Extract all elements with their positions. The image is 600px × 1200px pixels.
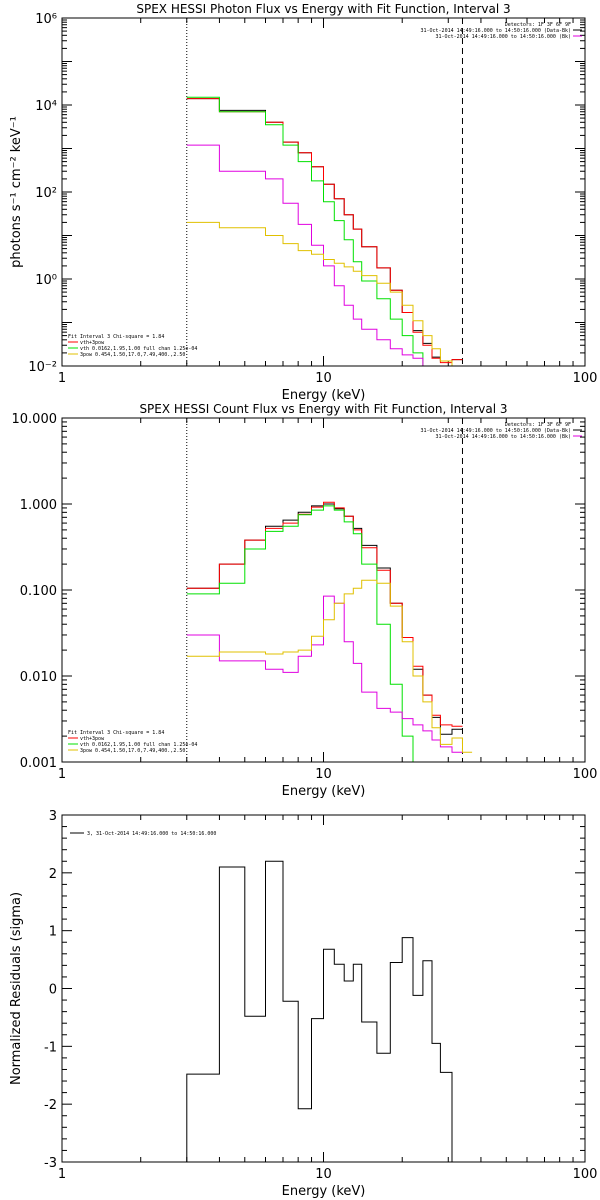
legend-top-entry: 31-Oct-2014 14:49:16.000 to 14:50:16.000… (420, 428, 571, 434)
series-line-yellow (186, 579, 473, 753)
chart-title: SPEX HESSI Photon Flux vs Energy with Fi… (136, 2, 510, 16)
series-line-red (186, 501, 463, 727)
x-tick-label: 1 (58, 1167, 66, 1182)
legend-residual-entry: 3, 31-Oct-2014 14:49:16.000 to 14:50:16.… (87, 831, 216, 837)
legend-fit-entry: vth 0.0162,1.95,1.00 full chan 1.25e-04 (80, 346, 197, 352)
x-tick-label: 10 (315, 371, 332, 386)
series-line-black (186, 503, 463, 735)
x-tick-label: 100 (573, 1167, 598, 1182)
y-tick-label: 10² (35, 186, 57, 201)
y-tick-label: 3 (49, 809, 57, 824)
x-axis-label: Energy (keV) (282, 1184, 366, 1199)
legend-fit-entry: vth+3pow (80, 736, 105, 742)
y-tick-label: 10⁻² (28, 360, 57, 375)
legend-top-entry: 31-Oct-2014 14:49:16.000 to 14:50:16.000… (436, 434, 571, 440)
y-tick-label: 10⁶ (35, 12, 57, 27)
y-axis-label: photons s⁻¹ cm⁻² keV⁻¹ (9, 116, 24, 268)
legend-top-entry: 31-Oct-2014 14:49:16.000 to 14:50:16.000… (420, 28, 571, 34)
y-tick-label: 1.000 (20, 498, 57, 513)
x-tick-label: 1 (58, 767, 66, 782)
y-tick-label: 0.010 (20, 670, 57, 685)
y-tick-label: -2 (44, 1098, 57, 1113)
legend-fit-entry: vth+3pow (80, 340, 105, 346)
y-tick-label: 10.000 (12, 412, 58, 427)
x-tick-label: 100 (573, 767, 598, 782)
series-group (186, 860, 453, 1162)
series-group (186, 96, 463, 366)
x-tick-label: 1 (58, 371, 66, 386)
y-tick-label: 2 (49, 867, 57, 882)
x-axis-label: Energy (keV) (282, 388, 366, 403)
legend-fit-entry: vth 0.0162,1.95,1.00 full chan 1.25e-04 (80, 742, 197, 748)
series-line-yellow (186, 221, 463, 366)
legend-fit-entry: Fit Interval 3 Chi-square = 1.84 (68, 334, 164, 340)
legend-fit-entry: 3pow 0.454,1.50,17.0,7.49,400.,2.50 (80, 352, 185, 358)
series-line-magenta (186, 595, 463, 753)
plot-frame (61, 814, 586, 1163)
y-tick-label: 0 (49, 983, 57, 998)
series-line-red (186, 98, 463, 364)
legend-top-entry: 31-Oct-2014 14:49:16.000 to 14:50:16.000… (436, 34, 571, 40)
legend-fit-entry: Fit Interval 3 Chi-square = 1.84 (68, 730, 164, 736)
series-group (186, 501, 473, 762)
chart-panel-1: SPEX HESSI Photon Flux vs Energy with Fi… (9, 2, 597, 403)
x-tick-label: 100 (573, 371, 598, 386)
legend-top-entry: Detectors: 1F 3F 6F 9F (505, 22, 571, 28)
y-tick-label: 10⁴ (35, 99, 57, 114)
chart-title: SPEX HESSI Count Flux vs Energy with Fit… (139, 402, 507, 416)
chart-panel-2: SPEX HESSI Count Flux vs Energy with Fit… (12, 402, 598, 799)
x-tick-label: 10 (315, 767, 332, 782)
x-axis-label: Energy (keV) (282, 784, 366, 799)
y-tick-label: 10⁰ (35, 273, 57, 288)
series-line-black (186, 98, 463, 362)
plot-frame (61, 417, 586, 763)
y-tick-label: -3 (44, 1156, 57, 1171)
y-tick-label: 1 (49, 925, 57, 940)
y-axis-label: Normalized Residuals (sigma) (9, 892, 24, 1085)
legend-fit-entry: 3pow 0.454,1.50,17.0,7.49,400.,2.50 (80, 748, 185, 754)
series-line-residuals (186, 860, 453, 1162)
y-tick-label: -1 (44, 1040, 57, 1055)
y-tick-label: 0.001 (20, 756, 57, 771)
series-line-green (186, 96, 463, 366)
series-line-green (186, 505, 463, 762)
plot-frame (61, 17, 586, 367)
legend-top-entry: Detectors: 1F 3F 6F 9F (505, 422, 571, 428)
y-tick-label: 0.100 (20, 584, 57, 599)
x-tick-label: 10 (315, 1167, 332, 1182)
series-line-magenta (186, 144, 463, 366)
chart-panel-3: 1 10 100 -3 -2 -1 0 1 2 3 Energy (keV) Normalized R… (9, 809, 597, 1199)
